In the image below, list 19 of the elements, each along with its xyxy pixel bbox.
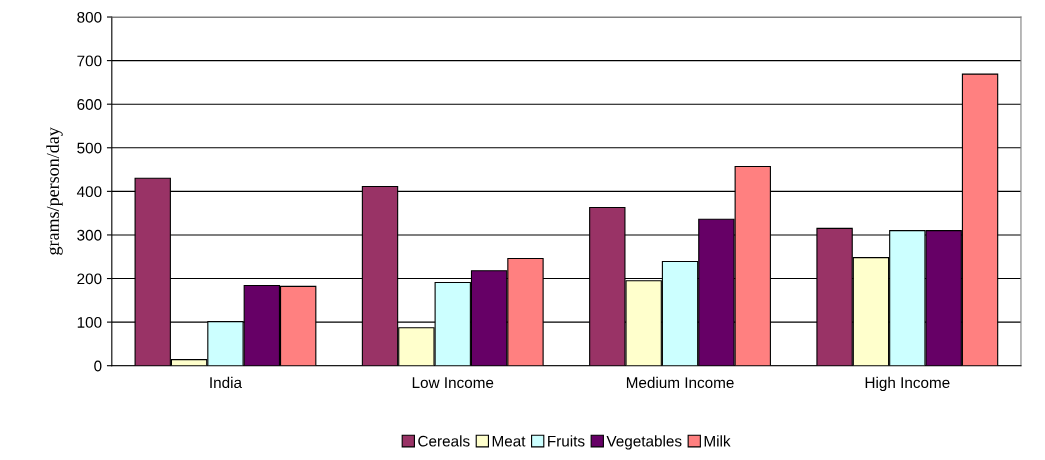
- x-tick-label: Medium Income: [626, 376, 734, 389]
- y-tick-label: 0: [94, 360, 102, 372]
- y-tick-label: 600: [77, 99, 102, 110]
- x-tick-label: Low Income: [412, 377, 494, 389]
- y-tick-label: 100: [77, 316, 102, 328]
- y-axis-title: grams/person/day: [46, 127, 63, 255]
- y-tick-label: 200: [77, 273, 102, 285]
- y-tick-label: 300: [77, 229, 102, 241]
- y-tick-label: 700: [77, 55, 102, 67]
- legend-label: Meat: [492, 435, 526, 447]
- y-tick-label: 800: [77, 11, 102, 23]
- legend-label: Vegetables: [606, 435, 682, 450]
- x-tick-label: India: [210, 376, 243, 389]
- y-tick-label: 400: [76, 186, 102, 198]
- x-tick-label: High Income: [865, 376, 950, 392]
- legend-label: Fruits: [548, 435, 585, 447]
- y-tick-label: 500: [77, 142, 102, 154]
- legend-label: Milk: [704, 435, 731, 447]
- legend-label: Cereals: [418, 435, 470, 447]
